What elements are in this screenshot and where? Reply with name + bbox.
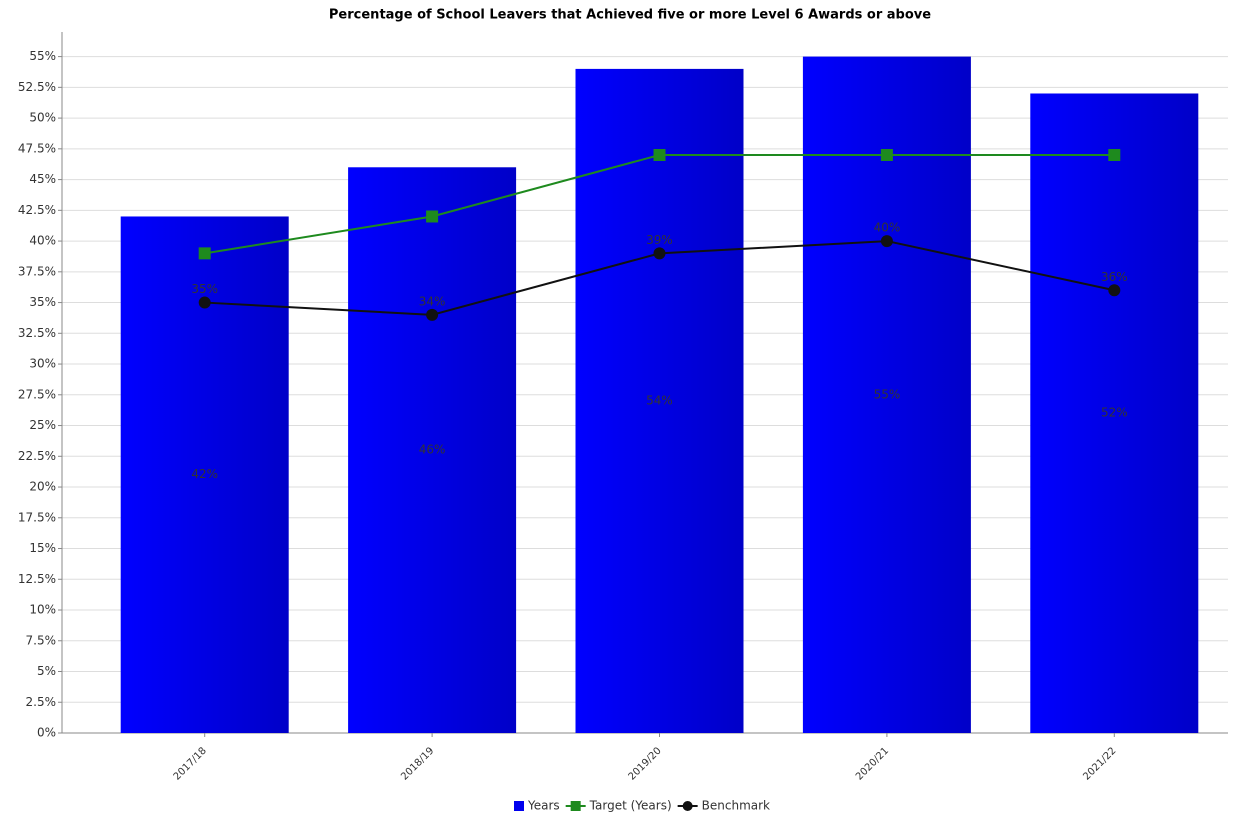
marker — [880, 148, 893, 161]
legend-swatch — [514, 801, 524, 811]
marker — [1108, 148, 1121, 161]
point-value-label: 35% — [191, 282, 218, 296]
y-tick-label: 7.5% — [26, 633, 57, 647]
bar-value-label: 52% — [1101, 406, 1128, 420]
y-tick-label: 40% — [29, 234, 56, 248]
y-tick-label: 15% — [29, 541, 56, 555]
bar-value-label: 46% — [419, 443, 446, 457]
legend-swatch — [570, 801, 581, 811]
x-tick-label: 2017/18 — [172, 745, 209, 782]
y-tick-label: 10% — [29, 603, 56, 617]
legend-label: Target (Years) — [589, 799, 672, 813]
bar — [575, 68, 744, 734]
y-tick-label: 2.5% — [26, 695, 57, 709]
marker — [653, 148, 666, 161]
y-tick-label: 42.5% — [18, 203, 56, 217]
y-tick-label: 17.5% — [18, 510, 56, 524]
legend-label: Benchmark — [702, 799, 770, 813]
chart-title: Percentage of School Leavers that Achiev… — [329, 8, 931, 23]
bar-value-label: 54% — [646, 393, 673, 407]
marker — [426, 210, 439, 223]
legend: Years Target (Years) Benchmark — [514, 799, 770, 813]
x-tick-label: 2020/21 — [854, 745, 891, 782]
marker — [198, 296, 211, 309]
point-value-label: 39% — [646, 233, 673, 247]
y-tick-label: 0% — [37, 726, 56, 740]
y-tick-label: 45% — [29, 172, 56, 186]
y-tick-label: 35% — [29, 295, 56, 309]
marker — [1108, 284, 1121, 297]
marker — [426, 308, 439, 321]
point-value-label: 36% — [1101, 270, 1128, 284]
y-tick-label: 25% — [29, 418, 56, 432]
y-tick-label: 47.5% — [18, 141, 56, 155]
marker — [653, 247, 666, 260]
x-tick-label: 2019/20 — [627, 745, 664, 782]
point-value-label: 40% — [874, 221, 901, 235]
y-tick-label: 32.5% — [18, 326, 56, 340]
legend-label: Years — [527, 799, 560, 813]
y-tick-label: 22.5% — [18, 449, 56, 463]
y-tick-label: 27.5% — [18, 387, 56, 401]
bar-value-label: 55% — [874, 387, 901, 401]
y-tick-label: 30% — [29, 357, 56, 371]
bar — [348, 167, 517, 733]
marker — [880, 235, 893, 248]
x-tick-label: 2018/19 — [399, 745, 436, 782]
bar — [802, 56, 971, 733]
bar-value-label: 42% — [191, 467, 218, 481]
point-value-label: 34% — [419, 294, 446, 308]
y-tick-label: 55% — [29, 49, 56, 63]
y-tick-label: 12.5% — [18, 572, 56, 586]
y-tick-label: 20% — [29, 480, 56, 494]
y-tick-label: 50% — [29, 111, 56, 125]
bar — [1030, 93, 1199, 734]
y-tick-label: 5% — [37, 664, 56, 678]
x-tick-label: 2021/22 — [1081, 745, 1118, 782]
legend-swatch — [682, 801, 693, 811]
marker — [198, 247, 211, 260]
y-tick-label: 52.5% — [18, 80, 56, 94]
y-tick-label: 37.5% — [18, 264, 56, 278]
